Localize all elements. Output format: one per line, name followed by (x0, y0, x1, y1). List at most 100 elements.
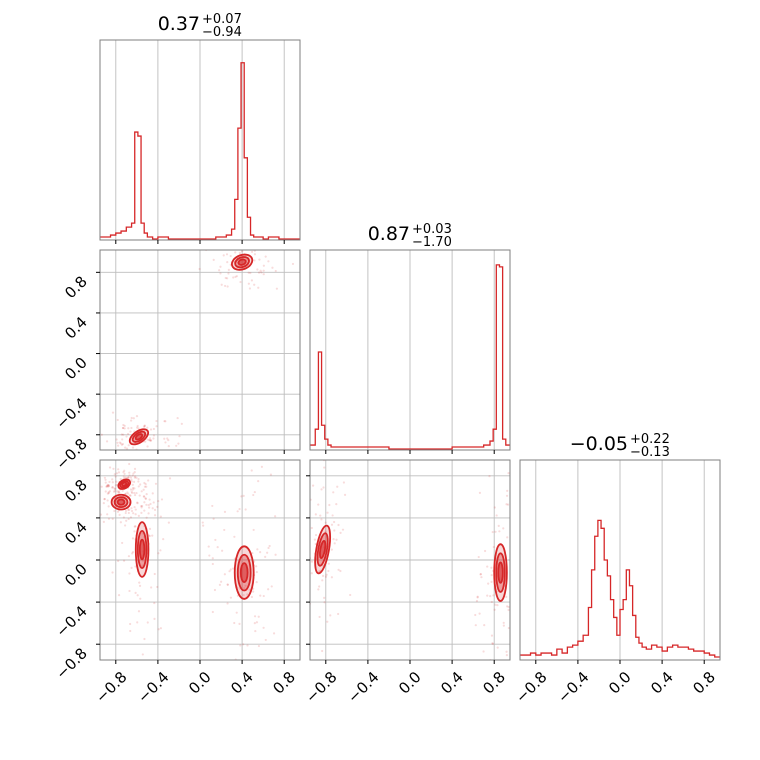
scatter-point (223, 573, 226, 576)
scatter-point (162, 538, 165, 541)
scatter-point (496, 646, 499, 649)
scatter-point (232, 567, 235, 570)
scatter-point (154, 451, 156, 453)
scatter-point (253, 259, 256, 262)
scatter-point (333, 520, 336, 524)
scatter-point (124, 511, 127, 515)
scatter-point (141, 504, 144, 508)
scatter-point (125, 519, 128, 522)
scatter-point (224, 284, 227, 288)
scatter-point (129, 622, 132, 626)
scatter-point (143, 485, 147, 488)
scatter-point (142, 425, 146, 428)
scatter-point (251, 551, 254, 555)
scatter-point (244, 508, 247, 511)
scatter-point (124, 524, 127, 527)
scatter-point (122, 516, 125, 519)
scatter-point (113, 490, 116, 493)
scatter-point (505, 595, 508, 598)
scatter-point (474, 624, 477, 627)
scatter-point (125, 435, 128, 438)
scatter-point (164, 420, 167, 423)
scatter-point (104, 490, 107, 493)
scatter-point (122, 426, 125, 430)
contour-level (116, 498, 126, 506)
scatter-point (107, 485, 110, 488)
scatter-point (329, 614, 332, 617)
scatter-point (264, 690, 266, 692)
scatter-point (123, 427, 126, 430)
scatter-point (202, 524, 205, 527)
scatter-point (117, 559, 120, 563)
scatter-point (242, 643, 245, 646)
scatter-point (257, 480, 260, 483)
y-tick-label: −0.4 (52, 602, 90, 640)
scatter-point (102, 502, 105, 505)
scatter-point (113, 487, 116, 490)
scatter-point (223, 528, 226, 532)
scatter-point (248, 588, 251, 591)
scatter-point (123, 424, 126, 428)
scatter-point (475, 599, 479, 603)
scatter-point (218, 269, 221, 272)
scatter-point (216, 546, 219, 549)
scatter-point (490, 634, 494, 637)
scatter-point (336, 485, 339, 488)
scatter-point (318, 585, 321, 588)
scatter-point (320, 518, 323, 521)
scatter-point (253, 253, 257, 256)
scatter-point (114, 484, 117, 487)
scatter-point (257, 615, 260, 618)
scatter-point (310, 526, 313, 530)
scatter-point (127, 432, 130, 436)
scatter-point (140, 506, 143, 509)
scatter-point (131, 486, 135, 490)
scatter-point (257, 644, 261, 648)
scatter-point (310, 560, 314, 563)
scatter-point (478, 612, 481, 615)
scatter-point (262, 273, 265, 276)
scatter-point (302, 555, 304, 557)
scatter-point (133, 491, 136, 495)
scatter-point (505, 503, 508, 506)
scatter-point (321, 574, 325, 577)
scatter-point (114, 475, 117, 478)
scatter-point (133, 480, 136, 483)
panel-3-3 (519, 459, 721, 664)
scatter-point (104, 481, 107, 484)
scatter-point (303, 527, 305, 529)
scatter-point (317, 503, 320, 506)
contour-level (239, 562, 249, 584)
scatter-point (130, 426, 133, 430)
scatter-point (145, 503, 148, 506)
scatter-point (124, 492, 127, 495)
scatter-point (148, 437, 152, 440)
scatter-point (145, 516, 148, 519)
scatter-point (497, 702, 499, 704)
scatter-point (222, 254, 225, 257)
scatter-point (133, 506, 136, 509)
scatter-point (483, 624, 486, 627)
scatter-point (214, 538, 217, 542)
scatter-point (133, 475, 137, 478)
scatter-point (140, 511, 143, 514)
scatter-point (129, 516, 133, 519)
scatter-point (502, 624, 505, 627)
scatter-point (226, 602, 229, 605)
scatter-point (232, 276, 235, 279)
scatter-point (272, 632, 276, 635)
scatter-point (104, 478, 107, 481)
scatter-point (482, 650, 485, 653)
scatter-point (153, 617, 156, 620)
scatter-point (274, 553, 277, 556)
scatter-point (111, 517, 114, 520)
scatter-point (262, 626, 265, 629)
scatter-point (131, 474, 134, 477)
scatter-point (490, 580, 493, 583)
scatter-point (323, 601, 326, 604)
scatter-point (139, 597, 142, 600)
scatter-point (133, 470, 136, 474)
scatter-point (496, 604, 499, 607)
scatter-point (102, 520, 105, 523)
scatter-point (124, 476, 127, 479)
